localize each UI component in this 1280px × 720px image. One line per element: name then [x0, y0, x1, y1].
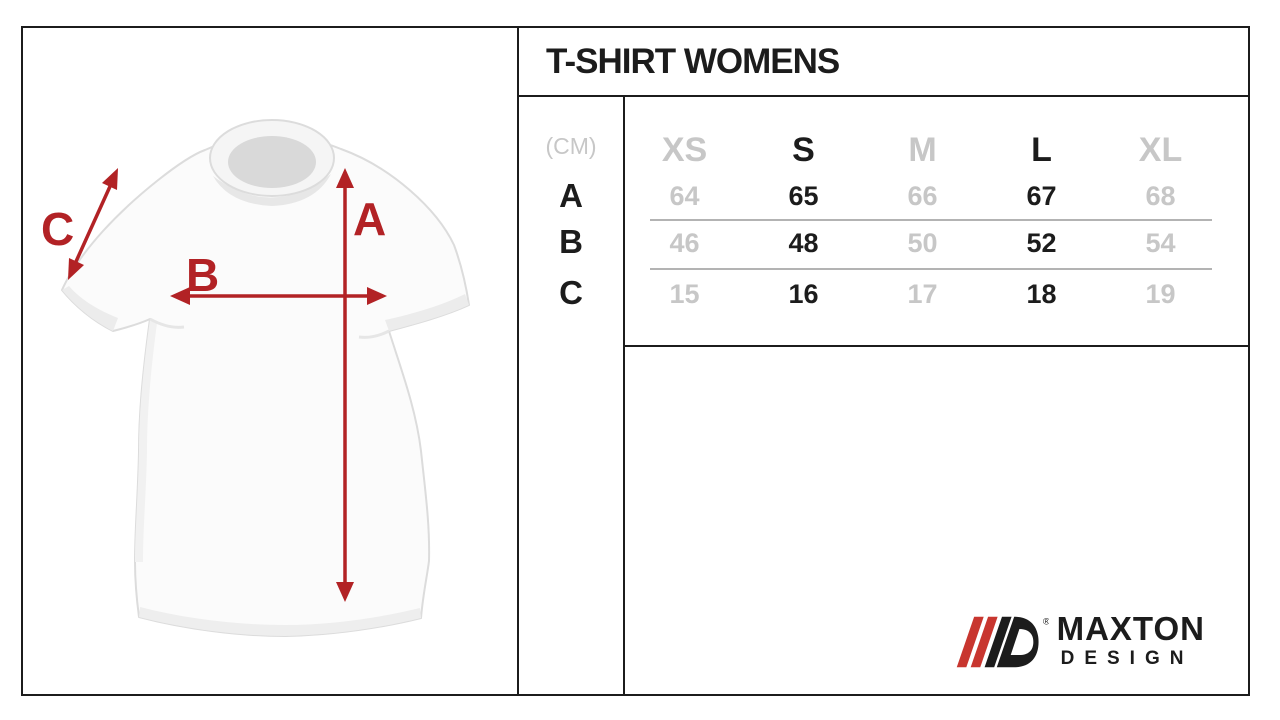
table-area: (CM) A B C XS S M L XL 64 65 66 67	[519, 97, 1248, 694]
label-c: C	[41, 203, 74, 255]
title-bar: T-SHIRT WOMENS	[519, 28, 1248, 97]
arrow-c-line	[72, 181, 114, 267]
measurement-arrows	[68, 168, 387, 602]
maxton-logo-icon: ®	[956, 616, 1049, 668]
cell-c-xs: 15	[669, 279, 700, 309]
cell-b-m: 50	[907, 228, 938, 258]
arrow-a-head-top	[336, 168, 354, 188]
arrow-c-head-bottom	[68, 258, 84, 280]
table-bottom-border	[625, 345, 1248, 347]
page-title: T-SHIRT WOMENS	[546, 41, 840, 81]
logo-text: MAXTON DESIGN	[1057, 612, 1205, 670]
armpit-crease-right	[358, 329, 390, 339]
cell-a-m: 66	[907, 181, 938, 211]
cell-c-m: 17	[907, 279, 938, 309]
cell-c-xl: 19	[1145, 279, 1176, 309]
label-b: B	[186, 249, 219, 301]
collar-inner	[228, 136, 316, 188]
row-divider-2	[650, 268, 1212, 270]
size-table-panel: T-SHIRT WOMENS (CM) A B C XS S M L XL 64	[519, 28, 1248, 694]
table-row-c: 15 16 17 18 19	[625, 276, 1220, 312]
arrow-c-head-top	[102, 168, 118, 190]
row-label-a: A	[559, 177, 583, 214]
cell-b-xl: 54	[1145, 228, 1176, 258]
logo-stripe-red-1	[956, 616, 984, 668]
cell-b-xs: 46	[669, 228, 700, 258]
arrow-a-head-bottom	[336, 582, 354, 602]
cell-a-l: 67	[1026, 181, 1057, 211]
row-label-column: (CM) A B C	[519, 97, 625, 694]
logo-d-shape	[996, 616, 1039, 668]
maxton-design-logo: ® MAXTON DESIGN	[955, 612, 1205, 670]
brand-name: MAXTON	[1056, 610, 1205, 647]
size-col-m: M	[908, 131, 937, 169]
brand-subtitle: DESIGN	[1060, 648, 1194, 669]
cell-b-l: 52	[1026, 228, 1057, 258]
size-chart-frame: A B C T-SHIRT WOMENS (CM) A B C XS S M	[21, 26, 1250, 696]
arrow-b-head-left	[170, 287, 190, 305]
cell-b-s: 48	[788, 228, 819, 258]
table-row-b: 46 48 50 52 54	[625, 225, 1220, 261]
tshirt-illustration: A B C	[41, 119, 470, 637]
row-label-b: B	[559, 223, 583, 260]
cell-a-xs: 64	[669, 181, 700, 211]
cell-c-l: 18	[1026, 279, 1057, 309]
armpit-crease-left	[149, 317, 185, 329]
unit-label: (CM)	[545, 133, 597, 159]
side-shade	[135, 319, 157, 562]
measurement-letters: A B C	[41, 193, 386, 301]
logo-stripe-red-2	[970, 616, 998, 668]
size-col-l: L	[1031, 131, 1052, 169]
row-divider-1	[650, 219, 1212, 221]
size-col-xl: XL	[1138, 131, 1183, 169]
label-a: A	[353, 193, 386, 245]
tshirt-diagram-panel: A B C	[23, 28, 519, 694]
registered-mark: ®	[1043, 617, 1049, 628]
logo-stripe-black	[984, 616, 1012, 668]
size-values-column: XS S M L XL 64 65 66 67 68 46 48	[625, 97, 1248, 694]
cell-a-xl: 68	[1145, 181, 1176, 211]
cell-a-s: 65	[788, 181, 819, 211]
arrow-b-head-right	[367, 287, 387, 305]
right-sleeve-shade	[385, 294, 469, 331]
hem-shade	[139, 607, 421, 636]
row-label-c: C	[559, 274, 583, 311]
size-col-xs: XS	[661, 131, 708, 169]
size-header-row: XS S M L XL	[625, 131, 1220, 173]
left-sleeve-shade	[62, 286, 118, 331]
tshirt-body	[61, 135, 470, 637]
table-row-a: 64 65 66 67 68	[625, 178, 1220, 214]
collar-shadow	[213, 174, 331, 206]
cell-c-s: 16	[788, 279, 819, 309]
size-col-s: S	[792, 131, 815, 169]
